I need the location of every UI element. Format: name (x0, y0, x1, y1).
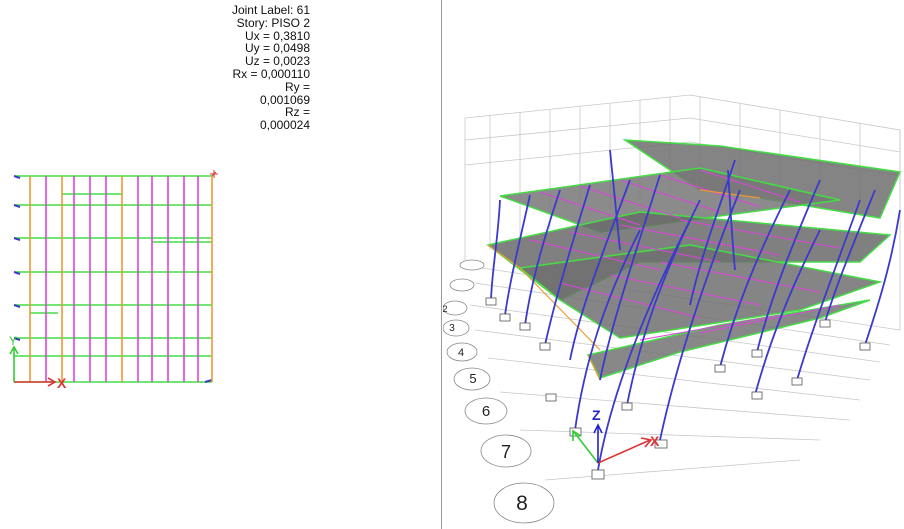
rz-value: 0,000024 (259, 118, 310, 133)
grid-bubbles (443, 259, 555, 524)
joint-label-text: Joint Label: 61 (231, 3, 310, 17)
bubble-2: 2 (443, 304, 448, 314)
bubble-3: 3 (449, 323, 455, 334)
3d-view[interactable]: 2 3 4 5 6 7 8 (443, 0, 904, 529)
grid-bubble-labels: 2 3 4 5 6 7 8 (443, 304, 528, 515)
supports (485, 297, 871, 480)
story-text: Story: PISO 2 (236, 15, 310, 30)
plan-axis-y-label: Y (9, 334, 17, 348)
rz-label: Rz = (284, 105, 310, 120)
plan-beams (13, 170, 218, 383)
bubble-7: 7 (501, 442, 511, 462)
bubble-6: 6 (482, 403, 490, 420)
columns (490, 149, 901, 471)
3d-axes: X Z (572, 407, 660, 464)
viewport-divider[interactable] (441, 0, 442, 529)
ry-value: 0,001069 (259, 92, 310, 107)
slab-lower (518, 244, 883, 379)
bubble-4: 4 (458, 347, 464, 359)
plan-view[interactable]: Y X (0, 160, 240, 400)
plan-axis-x-label: X (57, 375, 67, 391)
uz-text: Uz = 0,0023 (244, 54, 310, 69)
ux-text: Ux = 0,3810 (244, 28, 310, 43)
bubble-5: 5 (469, 371, 476, 386)
plan-axes: Y X (9, 334, 67, 391)
bubble-8: 8 (516, 492, 528, 515)
ry-label: Ry = (284, 79, 310, 94)
rx-text: Rx = 0,000110 (232, 66, 310, 81)
3d-axis-x-label: X (650, 433, 660, 449)
3d-axis-z-label: Z (592, 407, 601, 423)
joint-info-panel: Joint Label: 61 Story: PISO 2 Ux = 0,381… (150, 4, 310, 132)
slab-top (499, 139, 902, 233)
uy-text: Uy = 0,0498 (244, 41, 310, 56)
